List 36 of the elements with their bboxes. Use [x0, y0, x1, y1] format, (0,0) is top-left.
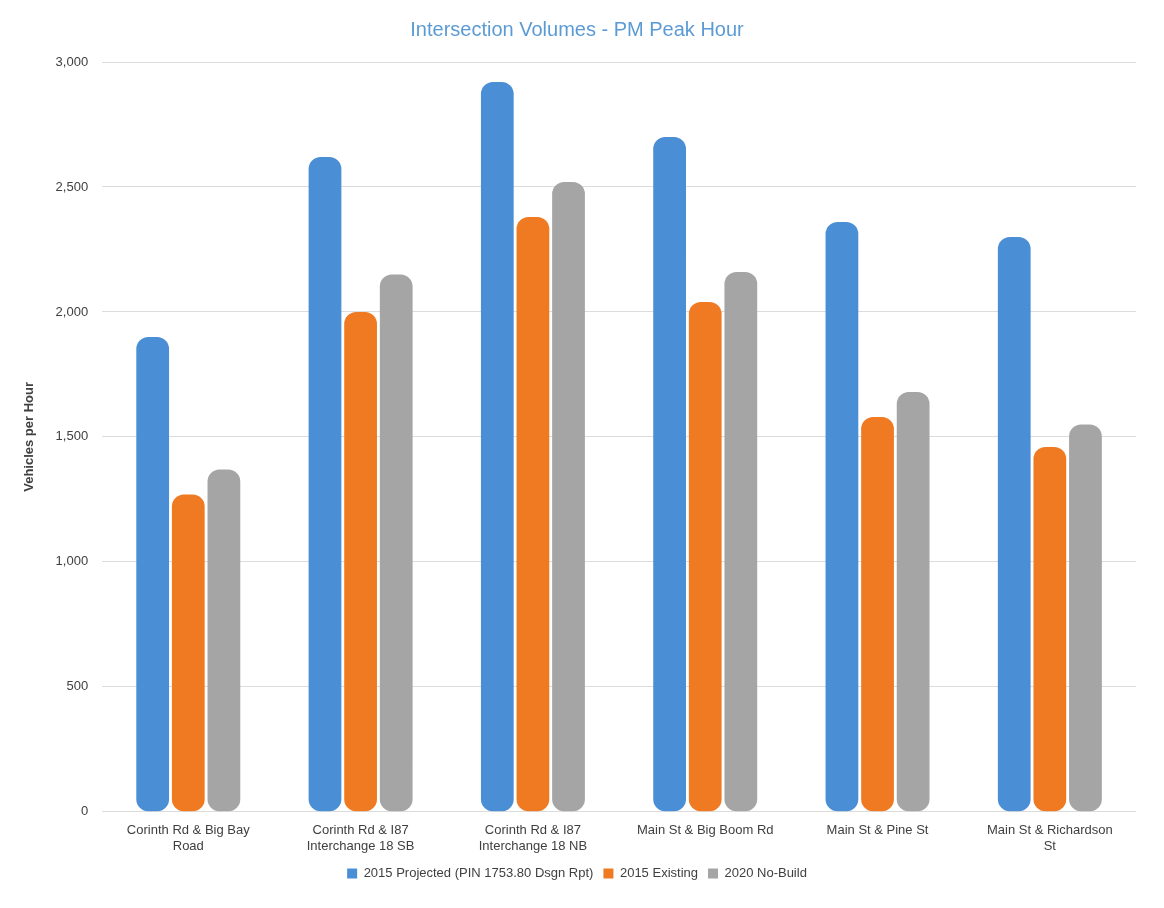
bar — [997, 236, 1031, 812]
y-tick-label: 500 — [66, 678, 89, 694]
y-tick-label: 0 — [80, 803, 89, 819]
y-tick-label: 1,000 — [55, 553, 89, 569]
bar — [171, 494, 205, 812]
x-tick-label: Corinth Rd & Big Bay Road — [126, 822, 251, 853]
x-tick-label: Corinth Rd & I87 Interchange 18 SB — [306, 822, 415, 853]
bar — [861, 416, 894, 812]
bar — [379, 274, 413, 812]
bar — [653, 136, 686, 812]
bar — [1069, 424, 1102, 812]
legend-label: 2015 Existing — [619, 865, 698, 881]
bar — [516, 216, 550, 812]
y-tick-label: 3,000 — [55, 53, 89, 69]
bar — [724, 271, 758, 812]
legend-label: 2020 No-Build — [724, 865, 807, 881]
y-tick-label: 2,500 — [55, 178, 89, 194]
bar — [825, 221, 859, 812]
bar — [688, 301, 722, 812]
y-axis-title: Vehicles per Hour — [21, 381, 37, 492]
y-tick-label: 1,500 — [55, 428, 89, 444]
y-tick-label: 2,000 — [55, 303, 89, 319]
x-tick-label: Main St & Big Boom Rd — [636, 822, 774, 838]
x-tick-label: Main St & Pine St — [826, 822, 929, 838]
bar — [480, 82, 514, 812]
chart-title: Intersection Volumes - PM Peak Hour — [410, 17, 745, 40]
bar — [896, 391, 930, 812]
bar — [344, 311, 377, 812]
bar — [552, 181, 585, 812]
bar — [1033, 446, 1067, 812]
x-tick-label: Corinth Rd & I87 Interchange 18 NB — [478, 822, 588, 853]
x-tick-label: Main St & Richardson St — [986, 822, 1113, 853]
bar — [136, 336, 170, 812]
bar — [207, 469, 241, 812]
bar — [308, 156, 342, 812]
legend-label: 2015 Projected (PIN 1753.80 Dsgn Rpt) — [363, 865, 594, 881]
